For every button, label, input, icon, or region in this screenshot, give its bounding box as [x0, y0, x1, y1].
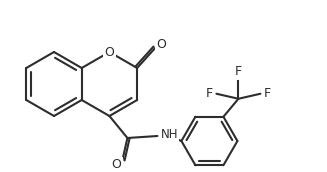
Text: F: F	[264, 87, 271, 100]
Text: F: F	[206, 87, 213, 100]
Text: F: F	[235, 65, 242, 78]
Text: O: O	[105, 46, 114, 58]
Text: O: O	[156, 39, 166, 51]
Text: O: O	[112, 159, 121, 171]
Text: NH: NH	[161, 127, 178, 141]
